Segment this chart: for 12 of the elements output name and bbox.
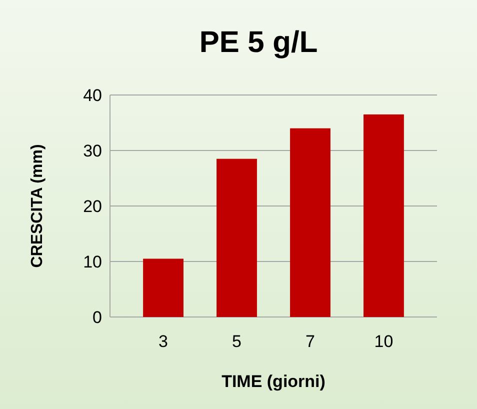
- y-tick-label: 0: [92, 308, 102, 327]
- x-axis-title: TIME (giorni): [222, 372, 326, 391]
- y-tick-label: 20: [83, 196, 102, 216]
- y-tick-label: 40: [83, 86, 102, 105]
- chart-title: PE 5 g/L: [199, 26, 318, 59]
- y-tick-label: 30: [83, 141, 102, 160]
- x-tick-label: 5: [232, 332, 242, 351]
- x-tick-label: 7: [306, 332, 315, 351]
- y-tick-label: 10: [83, 252, 102, 272]
- x-tick-label: 3: [158, 332, 168, 351]
- x-tick-label: 10: [374, 332, 394, 351]
- y-axis-title: CRESCITA (mm): [29, 144, 46, 268]
